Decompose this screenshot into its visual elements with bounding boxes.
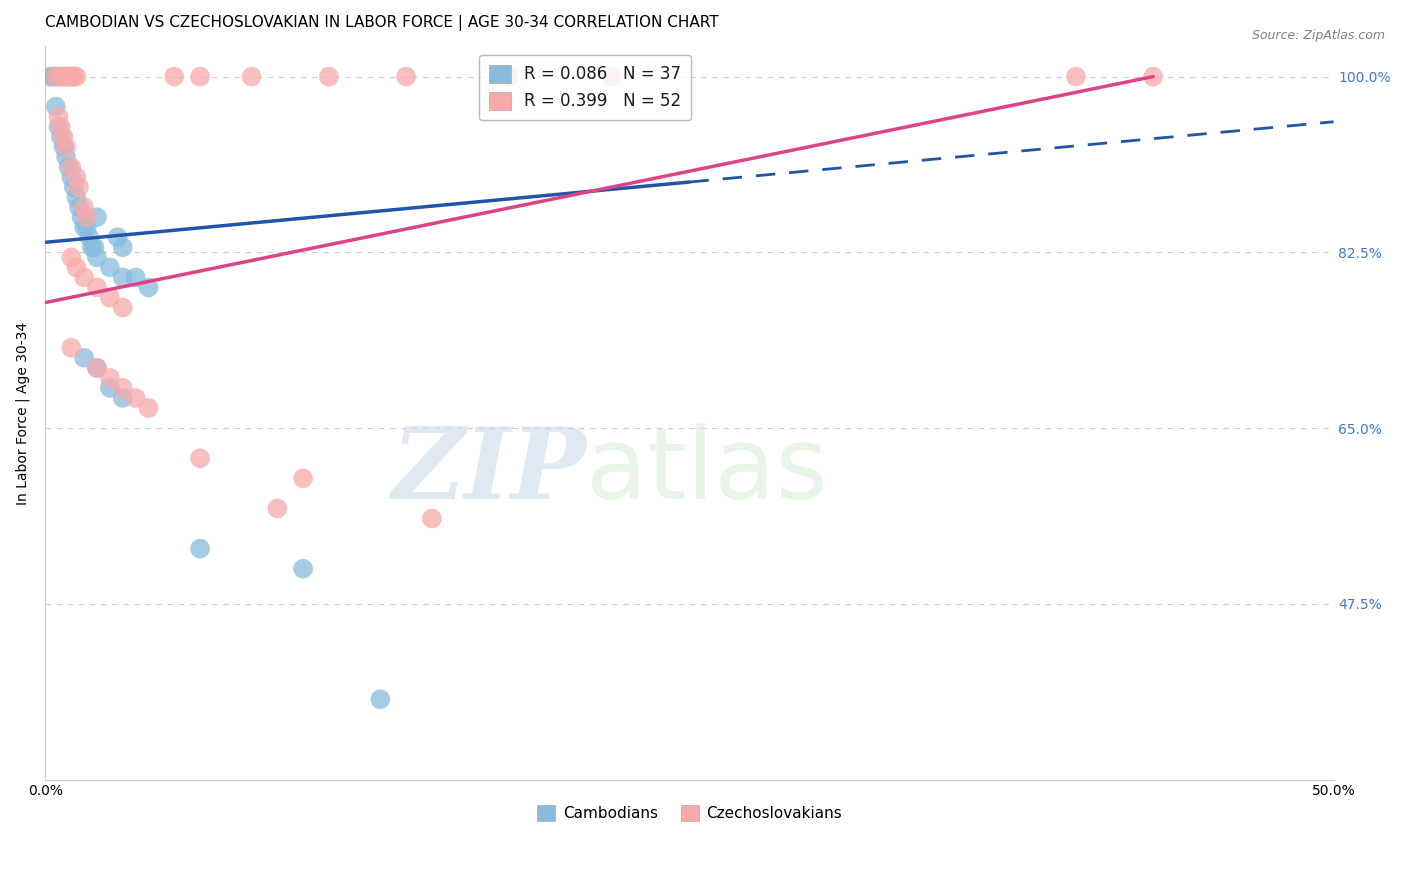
Point	[48, 70, 70, 84]
Text: atlas: atlas	[586, 423, 828, 520]
Text: Source: ZipAtlas.com: Source: ZipAtlas.com	[1251, 29, 1385, 42]
Point	[58, 70, 80, 84]
Point	[98, 371, 121, 385]
Point	[1064, 70, 1087, 84]
Point	[138, 401, 160, 415]
Point	[45, 100, 67, 114]
Point	[55, 70, 77, 84]
Point	[86, 251, 108, 265]
Point	[58, 160, 80, 174]
Point	[49, 120, 72, 134]
Point	[600, 70, 623, 84]
Point	[1142, 70, 1164, 84]
Point	[67, 200, 90, 214]
Point	[77, 230, 100, 244]
Point	[498, 70, 520, 84]
Point	[65, 70, 87, 84]
Point	[124, 270, 146, 285]
Point	[76, 220, 98, 235]
Point	[138, 280, 160, 294]
Point	[111, 381, 134, 395]
Point	[62, 70, 84, 84]
Point	[45, 70, 67, 84]
Point	[60, 251, 83, 265]
Point	[48, 110, 70, 124]
Point	[86, 280, 108, 294]
Y-axis label: In Labor Force | Age 30-34: In Labor Force | Age 30-34	[15, 321, 30, 505]
Point	[163, 70, 186, 84]
Point	[49, 70, 72, 84]
Point	[83, 240, 105, 254]
Point	[240, 70, 263, 84]
Point	[60, 160, 83, 174]
Point	[111, 240, 134, 254]
Point	[76, 210, 98, 224]
Text: ZIP: ZIP	[391, 424, 586, 520]
Point	[60, 70, 83, 84]
Point	[111, 391, 134, 405]
Point	[55, 140, 77, 154]
Point	[67, 180, 90, 194]
Point	[86, 360, 108, 375]
Point	[73, 351, 96, 365]
Legend: Cambodians, Czechoslovakians: Cambodians, Czechoslovakians	[530, 798, 848, 827]
Point	[73, 270, 96, 285]
Point	[80, 240, 103, 254]
Point	[111, 301, 134, 315]
Point	[73, 200, 96, 214]
Point	[49, 129, 72, 144]
Point	[55, 70, 77, 84]
Point	[111, 270, 134, 285]
Point	[48, 120, 70, 134]
Point	[39, 70, 62, 84]
Point	[292, 562, 315, 576]
Point	[62, 180, 84, 194]
Point	[65, 169, 87, 184]
Point	[70, 210, 93, 224]
Point	[42, 70, 65, 84]
Point	[98, 381, 121, 395]
Point	[52, 70, 75, 84]
Point	[124, 391, 146, 405]
Point	[395, 70, 418, 84]
Point	[45, 70, 67, 84]
Point	[318, 70, 340, 84]
Point	[107, 230, 129, 244]
Point	[52, 140, 75, 154]
Point	[65, 190, 87, 204]
Point	[188, 541, 211, 556]
Point	[58, 70, 80, 84]
Point	[52, 129, 75, 144]
Point	[86, 210, 108, 224]
Point	[86, 360, 108, 375]
Point	[98, 260, 121, 275]
Point	[188, 451, 211, 466]
Point	[60, 70, 83, 84]
Point	[188, 70, 211, 84]
Point	[60, 341, 83, 355]
Point	[65, 260, 87, 275]
Point	[60, 169, 83, 184]
Point	[266, 501, 288, 516]
Point	[55, 150, 77, 164]
Text: CAMBODIAN VS CZECHOSLOVAKIAN IN LABOR FORCE | AGE 30-34 CORRELATION CHART: CAMBODIAN VS CZECHOSLOVAKIAN IN LABOR FO…	[45, 15, 718, 31]
Point	[73, 220, 96, 235]
Point	[98, 291, 121, 305]
Point	[420, 511, 443, 525]
Point	[292, 471, 315, 485]
Point	[370, 692, 392, 706]
